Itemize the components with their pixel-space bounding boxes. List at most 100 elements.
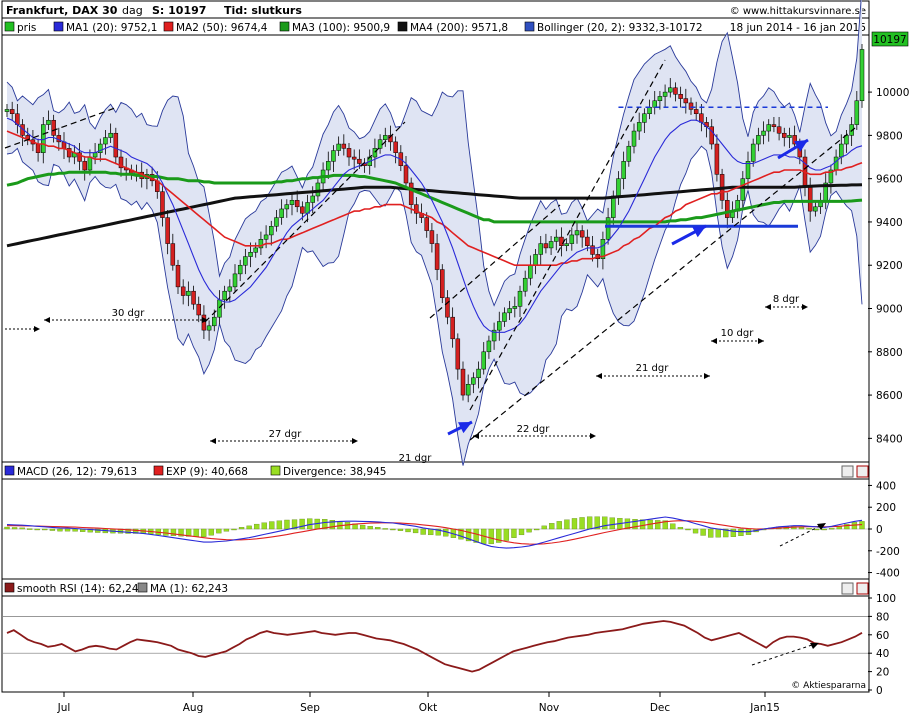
candle-body [186,290,191,296]
x-tick-label: Okt [419,702,437,714]
candle-body [481,351,486,370]
divergence-bar [390,528,396,531]
candle-body [414,204,419,214]
candle-body [465,384,471,396]
divergence-bar [382,528,388,530]
x-tick-label: Nov [539,702,560,714]
candle-body [548,241,554,249]
divergence-bar [511,528,517,538]
divergence-bar [125,528,131,534]
annotation-d21b: 21 dgr [636,363,670,374]
candle-body [533,254,538,266]
divergence-bar [193,528,199,537]
candle-body [253,247,258,253]
divergence-bar [829,528,835,530]
divergence-bar [201,528,207,537]
header-type: Tid: slutkurs [224,4,302,17]
candle-body [46,119,51,125]
candle-body [289,200,295,205]
candle-body [776,126,782,134]
candle-body [212,316,217,327]
candle-body [87,156,93,171]
divergence-bar [602,516,608,530]
candle-body [222,290,227,301]
distance-arrowhead [704,373,710,379]
candle-body [693,109,699,114]
candle-body [642,113,647,123]
candle-body [683,98,689,104]
trend-line [469,127,856,441]
candle-body [383,135,388,140]
divergence-bar [359,524,366,530]
x-tick-label: Sep [300,702,320,714]
legend-label: MACD (26, 12): 79,613 [17,466,137,478]
legend-swatch [4,21,15,32]
candle-body [191,290,196,305]
candle-body [103,137,108,145]
candle-body [455,338,461,370]
divergence-bar [367,526,373,530]
divergence-bar [163,528,169,536]
candle-body [336,143,341,151]
divergence-bar [34,528,40,531]
divergence-bar [216,528,222,534]
divergence-bar [496,528,502,543]
macd-panel: MACD (26, 12): 79,613 EXP (9): 40,668 Dive… [3,465,900,580]
header-title: Frankfurt, DAX 30 [6,4,118,17]
arrow-dec-head [692,226,706,238]
x-tick-label: Dec [650,702,671,714]
candle-body [605,217,611,240]
divergence-bar [246,525,252,530]
legend-swatch [4,465,15,476]
distance-arrowhead [590,433,596,439]
candle-body [787,135,792,138]
candle-body [636,122,642,132]
candle-body [269,226,274,236]
candle-body [237,264,243,275]
distance-arrowhead [711,338,717,344]
candle-body [611,195,616,218]
candle-body [108,132,113,138]
y-tick-label: 9800 [876,130,903,142]
legend-swatch [524,21,535,32]
candle-body [564,243,569,247]
candle-body [424,217,429,231]
candle-body [854,100,860,125]
divergence-bar [624,518,631,530]
divergence-bar [564,519,570,530]
candle-body [678,94,683,99]
y-tick-label: 200 [876,502,896,514]
annotation-d10: 10 dgr [721,328,755,339]
divergence-bar [208,528,214,536]
divergence-bar [375,527,381,530]
rsi-panel-frame [1,595,870,693]
close-icon [856,465,869,478]
rsi-panel: smooth RSI (14): 62,243 MA (1): 62,243 0 20… [3,582,896,697]
candle-body [709,126,714,145]
legend-swatch [53,21,64,32]
candle-body [652,100,657,108]
distance-arrowhead [473,433,479,439]
divergence-bar [526,528,532,533]
candle-body [326,161,331,171]
divergence-bar [715,528,721,538]
distance-arrowhead [802,304,808,310]
divergence-bar [670,523,676,530]
candle-body [300,206,305,214]
y-tick-label: -400 [876,568,900,580]
candle-body [476,368,481,379]
divergence-bar [639,519,646,530]
divergence-bar [723,528,729,538]
legend-label: pris [17,22,36,34]
candle-body [217,299,222,318]
candle-body [284,204,290,210]
bollinger-upper [6,0,862,307]
arrow-jan-head [794,140,808,152]
candle-body [600,239,606,259]
candle-body [170,243,176,266]
candle-body [750,143,756,162]
divergence-bar [632,519,638,530]
rsi-line [6,620,863,673]
macd-trend-arrowhead [817,523,826,530]
divergence-bar [458,528,464,540]
